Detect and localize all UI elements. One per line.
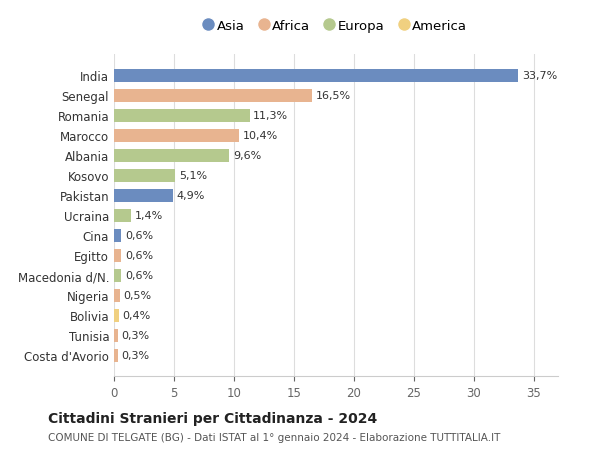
Text: 11,3%: 11,3% [253,111,289,121]
Bar [114,70,518,83]
Bar [114,90,312,102]
Text: 9,6%: 9,6% [233,151,261,161]
Text: 5,1%: 5,1% [179,171,207,181]
Text: 0,6%: 0,6% [125,270,153,280]
Text: 0,4%: 0,4% [122,310,151,320]
Text: 0,3%: 0,3% [121,350,149,360]
Text: 4,9%: 4,9% [176,191,205,201]
Text: 33,7%: 33,7% [522,71,557,81]
Bar [114,349,118,362]
Text: 0,3%: 0,3% [121,330,149,340]
Text: 1,4%: 1,4% [134,211,163,221]
Bar [114,110,250,123]
Bar [114,150,229,162]
Legend: Asia, Africa, Europa, America: Asia, Africa, Europa, America [205,20,467,33]
Text: COMUNE DI TELGATE (BG) - Dati ISTAT al 1° gennaio 2024 - Elaborazione TUTTITALIA: COMUNE DI TELGATE (BG) - Dati ISTAT al 1… [48,432,500,442]
Bar [114,269,121,282]
Bar [114,249,121,262]
Bar [114,309,119,322]
Text: 0,6%: 0,6% [125,251,153,261]
Text: 0,6%: 0,6% [125,231,153,241]
Bar [114,129,239,142]
Bar [114,289,120,302]
Text: 16,5%: 16,5% [316,91,351,101]
Text: 10,4%: 10,4% [242,131,278,141]
Text: Cittadini Stranieri per Cittadinanza - 2024: Cittadini Stranieri per Cittadinanza - 2… [48,411,377,425]
Bar [114,169,175,182]
Text: 0,5%: 0,5% [124,291,152,301]
Bar [114,189,173,202]
Bar [114,329,118,342]
Bar [114,229,121,242]
Bar [114,209,131,222]
